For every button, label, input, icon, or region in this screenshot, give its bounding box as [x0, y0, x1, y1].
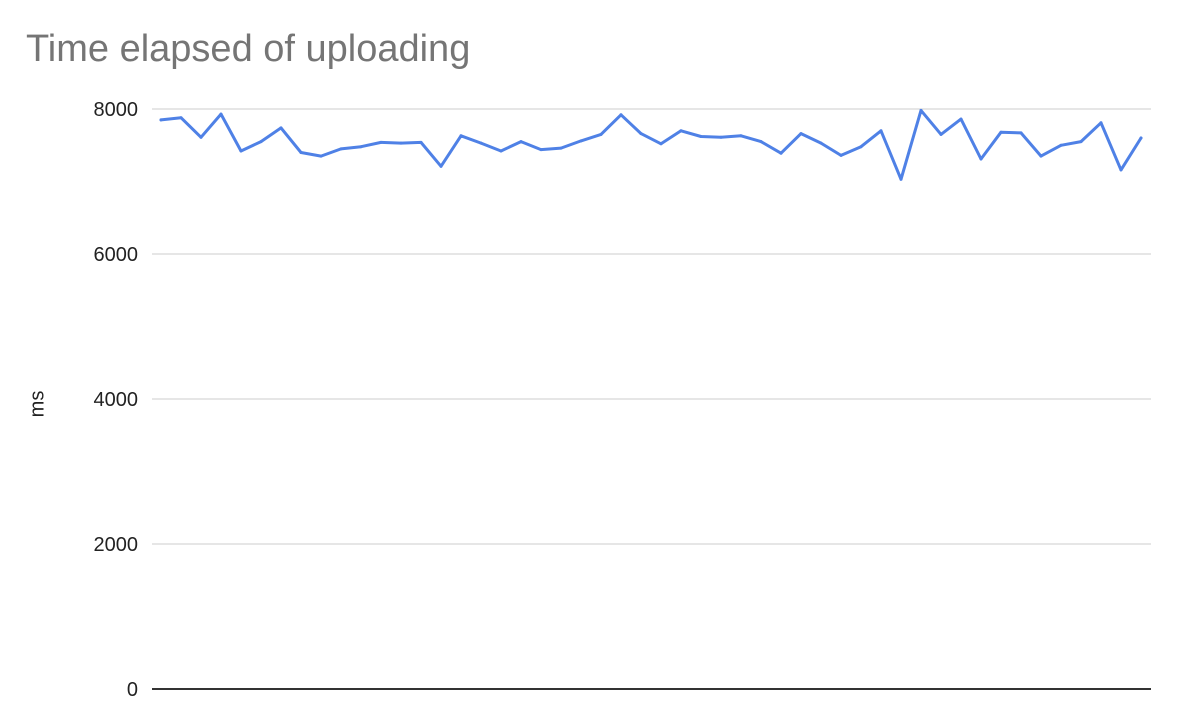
data-point: [259, 140, 263, 144]
data-point: [219, 112, 223, 116]
data-point: [419, 140, 423, 144]
data-point: [519, 140, 523, 144]
data-point: [959, 117, 963, 121]
series-line: [159, 108, 1143, 181]
data-point: [539, 148, 543, 152]
data-point: [1119, 168, 1123, 172]
data-point: [279, 126, 283, 130]
data-point: [179, 116, 183, 120]
data-point: [759, 140, 763, 144]
data-point: [359, 145, 363, 149]
data-point: [499, 149, 503, 153]
data-point: [899, 177, 903, 181]
data-point: [1019, 131, 1023, 135]
data-point: [839, 153, 843, 157]
data-point: [999, 130, 1003, 134]
data-point: [299, 151, 303, 154]
data-point: [439, 164, 443, 168]
chart-title: Time elapsed of uploading: [26, 28, 471, 70]
data-point: [939, 132, 943, 136]
y-tick-label: 0: [127, 679, 138, 701]
data-point: [799, 132, 803, 136]
data-point: [679, 129, 683, 133]
data-point: [159, 118, 163, 122]
series-layer: [159, 108, 1143, 181]
data-point: [619, 113, 623, 117]
data-point: [1139, 136, 1143, 140]
y-tick-label: 4000: [94, 389, 139, 411]
data-point: [699, 135, 703, 138]
y-tick-label: 8000: [94, 99, 139, 121]
data-point: [1079, 140, 1083, 144]
data-point: [1039, 154, 1043, 158]
data-point: [379, 140, 383, 144]
data-point: [979, 157, 983, 161]
data-point: [339, 147, 343, 151]
data-point: [599, 132, 603, 136]
data-point: [199, 135, 203, 139]
data-point: [819, 141, 823, 145]
data-point: [879, 129, 883, 133]
data-point: [239, 149, 243, 153]
data-point: [639, 132, 643, 136]
gridlines: [152, 108, 1151, 690]
y-tick-label: 6000: [94, 244, 139, 266]
data-point: [719, 135, 723, 139]
data-point: [459, 134, 463, 138]
data-point: [399, 141, 403, 145]
y-tick-label: 2000: [94, 534, 139, 556]
data-point: [1099, 121, 1103, 125]
data-point: [1059, 143, 1063, 147]
data-point: [319, 154, 323, 158]
y-tick-labels: 0 2000 4000 6000 8000: [94, 99, 139, 701]
data-point: [779, 151, 783, 155]
data-point: [479, 141, 483, 145]
data-point: [919, 108, 923, 112]
data-point: [579, 139, 583, 143]
data-point: [739, 134, 743, 138]
data-point: [859, 145, 863, 149]
data-point: [559, 146, 563, 150]
data-point: [659, 142, 663, 146]
